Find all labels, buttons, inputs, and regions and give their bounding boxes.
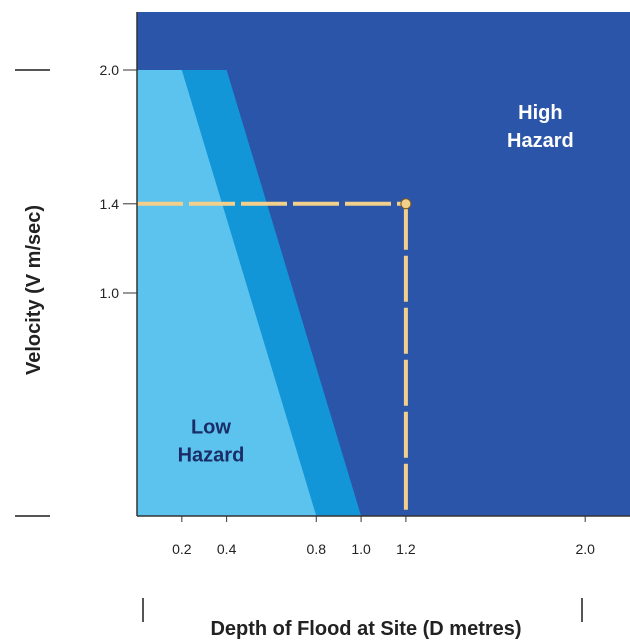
x-axis-title: Depth of Flood at Site (D metres) bbox=[210, 618, 521, 640]
x-tick-label: 2.0 bbox=[575, 541, 595, 557]
x-tick-label: 0.4 bbox=[217, 541, 237, 557]
hazard-zone-2 bbox=[137, 70, 317, 516]
x-tick-label: 0.8 bbox=[307, 541, 327, 557]
zone-label-1: Low Hazard bbox=[178, 416, 245, 466]
y-tick-label: 2.0 bbox=[100, 62, 120, 78]
hazard-zones bbox=[137, 12, 630, 516]
x-tick-label: 0.2 bbox=[172, 541, 192, 557]
zone-label-0: High Hazard bbox=[507, 102, 574, 152]
axes bbox=[136, 12, 630, 517]
highlight-guides bbox=[137, 198, 412, 516]
highlight-point bbox=[400, 198, 412, 210]
x-tick-label: 1.0 bbox=[351, 541, 371, 557]
y-tick-label: 1.0 bbox=[100, 285, 120, 301]
x-tick-label: 1.2 bbox=[396, 541, 416, 557]
tick-labels: 0.2 0.4 0.8 1.0 1.2 2.0 2.0 1.4 1.0 bbox=[100, 62, 596, 557]
y-tick-label: 1.4 bbox=[100, 196, 120, 212]
hazard-zone-labels: High Hazard Low Hazard bbox=[178, 102, 574, 466]
y-axis-title: Velocity (V m/sec) bbox=[23, 205, 45, 375]
